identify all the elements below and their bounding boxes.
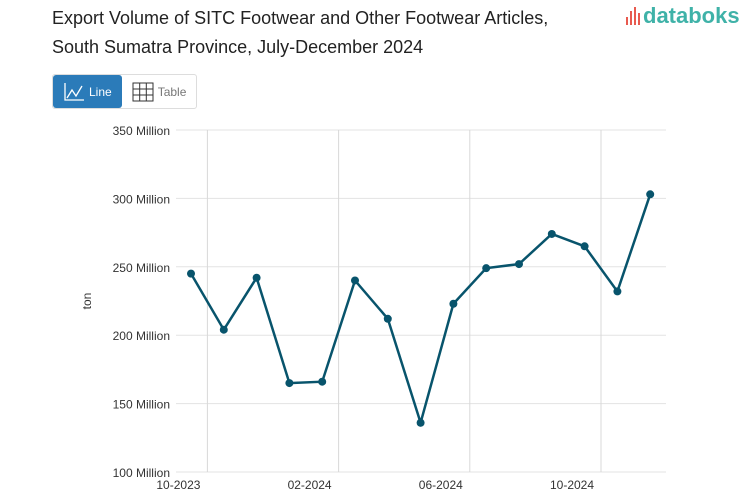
data-point-10-2023[interactable] [187,269,195,278]
y-tick-label: 150 Million [113,398,170,412]
data-point-08-2024[interactable] [515,260,523,269]
y-tick-label: 100 Million [113,466,170,480]
table-label: Table [157,84,187,99]
x-tick-label: 02-2024 [288,478,332,492]
x-tick-label: 10-2023 [156,478,200,492]
data-point-10-2024[interactable] [580,242,589,251]
y-tick-label: 350 Million [113,124,170,138]
view-toggle: Line Table [52,74,198,109]
title-line-1: Export Volume of SITC Footwear and Other… [52,8,549,28]
databoks-logo: databoks [626,3,740,29]
y-axis-label: ton [80,293,94,310]
line-view-button[interactable]: Line [53,75,122,108]
data-point-12-2023[interactable] [252,273,261,282]
table-view-button[interactable]: Table [122,75,197,108]
data-point-05-2024[interactable] [416,418,425,427]
y-tick-label: 300 Million [113,192,170,206]
data-point-06-2024[interactable] [449,299,458,308]
y-tick-label: 250 Million [113,261,170,275]
table-grid-icon [132,82,154,101]
series-line [189,193,652,428]
y-tick-label: 200 Million [113,329,170,343]
x-tick-label: 10-2024 [550,478,594,492]
title-line-2: South Sumatra Province, July-December 20… [52,37,424,57]
data-point-12-2024[interactable] [646,190,655,199]
data-point-09-2024[interactable] [547,229,556,238]
line-label: Line [89,84,112,99]
line-chart-icon [64,82,84,101]
data-point-02-2024[interactable] [318,377,327,386]
data-point-11-2023[interactable] [219,325,228,334]
logo-text: databoks [643,3,740,28]
data-point-03-2024[interactable] [351,276,359,285]
logo-bars-icon [626,7,640,25]
data-point-01-2024[interactable] [285,379,294,388]
data-point-07-2024[interactable] [482,264,491,273]
x-tick-label: 06-2024 [419,478,463,492]
data-point-11-2024[interactable] [613,287,622,296]
data-point-04-2024[interactable] [383,314,392,323]
chart-title: Export Volume of SITC Footwear and Other… [52,4,548,62]
